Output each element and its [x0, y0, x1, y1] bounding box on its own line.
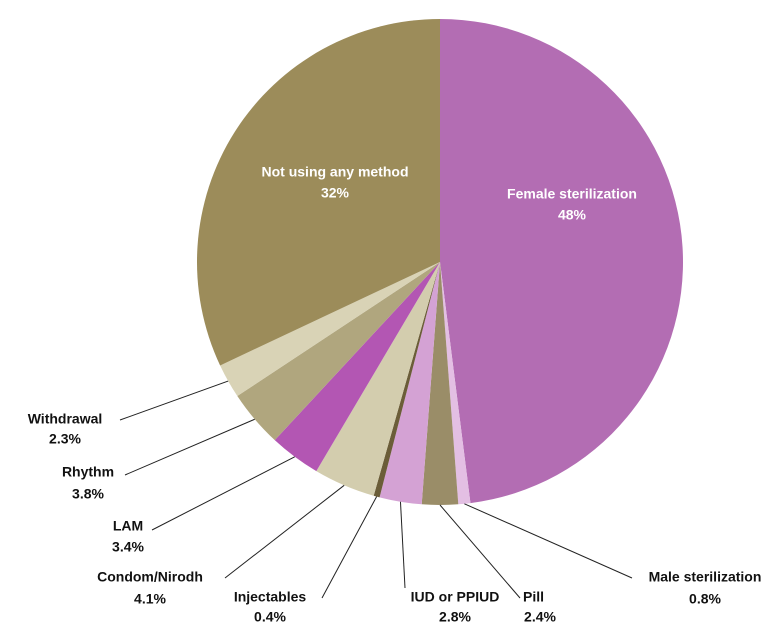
leader-line: [224, 484, 345, 579]
slice-label: Withdrawal: [28, 411, 103, 427]
leader-line: [464, 503, 633, 579]
pie-slice: [421, 262, 459, 505]
slice-label: Condom/Nirodh: [97, 569, 203, 585]
slice-value-label: 48%: [558, 207, 587, 223]
slice-value-label: 4.1%: [134, 591, 166, 607]
leader-line: [321, 496, 378, 599]
pie-slice: [274, 262, 440, 472]
slice-value-label: 32%: [321, 185, 350, 201]
leader-line: [119, 380, 229, 421]
slice-label: Female sterilization: [507, 186, 637, 202]
slice-value-label: 2.8%: [439, 609, 471, 625]
slice-value-label: 0.4%: [254, 609, 286, 625]
slice-label: Male sterilization: [649, 569, 762, 585]
pie-slice: [373, 262, 440, 498]
pie-slice: [379, 262, 440, 505]
leader-line: [124, 418, 255, 476]
slice-value-label: 3.8%: [72, 486, 104, 502]
pie-slice: [220, 262, 440, 397]
slice-label: IUD or PPIUD: [411, 589, 500, 605]
pie-slice: [316, 262, 440, 496]
pie-slice: [440, 262, 471, 505]
pie-slice: [196, 19, 440, 366]
leader-line: [439, 504, 521, 599]
slice-value-label: 2.3%: [49, 431, 81, 447]
pie-slice: [440, 19, 683, 504]
leader-line: [399, 501, 406, 589]
slice-label: LAM: [113, 518, 143, 534]
slice-value-label: 0.8%: [689, 591, 721, 607]
slice-value-label: 2.4%: [524, 609, 556, 625]
slice-label: Injectables: [234, 589, 307, 605]
slice-label: Not using any method: [262, 164, 409, 180]
leader-line: [151, 456, 295, 531]
slice-label: Rhythm: [62, 464, 114, 480]
slice-label: Pill: [523, 589, 544, 605]
pie-slice: [237, 262, 440, 441]
slice-value-label: 3.4%: [112, 539, 144, 555]
